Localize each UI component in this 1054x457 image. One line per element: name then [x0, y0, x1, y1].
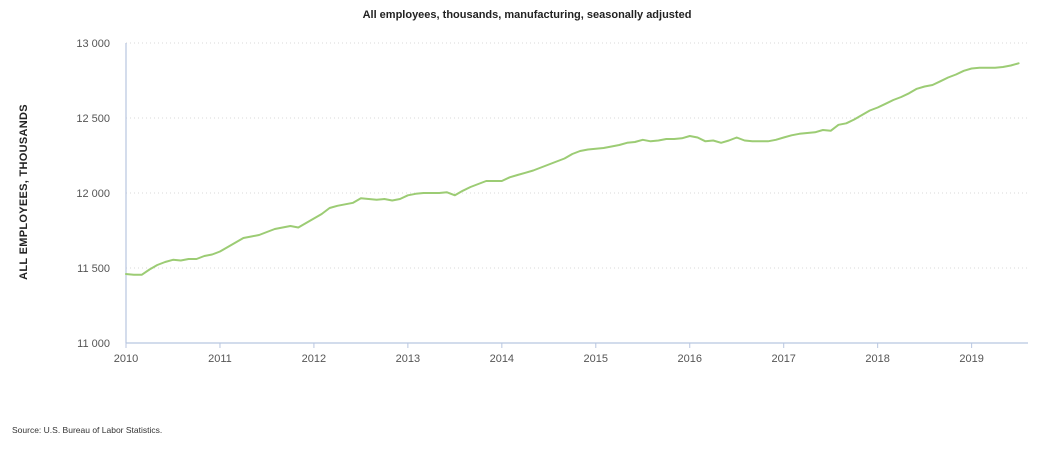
y-tick-label: 13 000: [76, 38, 110, 50]
y-tick-label: 11 500: [77, 263, 110, 275]
x-tick-label: 2017: [771, 353, 795, 365]
chart-title: All employees, thousands, manufacturing,…: [362, 9, 692, 21]
series-line: [125, 62, 1020, 276]
x-tick-label: 2014: [490, 353, 514, 365]
x-tick-label: 2016: [678, 353, 702, 365]
x-tick-label: 2013: [396, 353, 420, 365]
y-tick-label: 12 500: [76, 113, 110, 125]
source-note: Source: U.S. Bureau of Labor Statistics.: [12, 425, 163, 435]
x-tick-label: 2019: [959, 353, 983, 365]
x-tick-label: 2012: [302, 353, 326, 365]
x-tick-label: 2018: [865, 353, 889, 365]
y-tick-label: 12 000: [76, 188, 110, 200]
y-tick-label: 11 000: [77, 338, 110, 350]
x-tick-label: 2011: [208, 353, 232, 365]
x-tick-label: 2015: [584, 353, 608, 365]
x-tick-label: 2010: [114, 353, 138, 365]
